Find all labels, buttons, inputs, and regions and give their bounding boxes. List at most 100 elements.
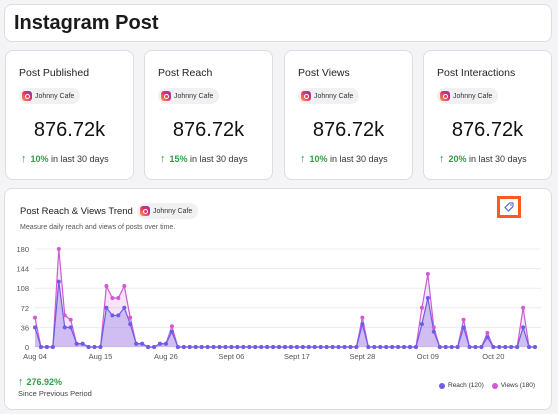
data-point-views	[461, 317, 466, 322]
account-name: Johnny Cafe	[153, 207, 193, 215]
data-point-reach	[306, 345, 311, 349]
card-post-interactions: Post Interactions Johnny Cafe 876.72k ↑ 2…	[423, 50, 552, 180]
data-point-reach	[479, 345, 484, 349]
metric-value: 876.72k	[451, 119, 524, 141]
account-chip[interactable]: Johnny Cafe	[298, 88, 360, 104]
account-chip[interactable]: Johnny Cafe	[137, 203, 199, 219]
data-point-reach	[461, 325, 466, 330]
legend-label-views: Views (180)	[500, 382, 535, 389]
data-point-reach	[235, 345, 240, 349]
tag-icon	[504, 202, 514, 212]
data-point-reach	[372, 345, 377, 349]
delta-suffix: in last 30 days	[190, 154, 248, 164]
data-point-reach	[431, 329, 436, 334]
legend-swatch-views	[491, 382, 498, 389]
data-point-reach	[265, 345, 270, 349]
delta-suffix: in last 30 days	[330, 154, 388, 164]
card-post-reach: Post Reach Johnny Cafe 876.72k ↑ 15% in l…	[144, 50, 273, 180]
account-name: Johnny Cafe	[174, 92, 214, 100]
data-point-views	[419, 305, 424, 310]
instagram-icon	[440, 91, 450, 101]
data-point-reach	[473, 345, 478, 349]
data-point-reach	[205, 345, 210, 349]
metric-delta: ↑ 20% in last 30 days	[439, 153, 527, 165]
data-point-reach	[104, 305, 109, 310]
legend-item-reach[interactable]: Reach (120)	[439, 382, 484, 389]
y-tick-label: 0	[25, 343, 29, 352]
data-point-reach	[74, 341, 79, 346]
data-point-views	[431, 325, 436, 330]
data-point-views	[104, 284, 109, 289]
data-point-reach	[360, 322, 365, 327]
data-point-reach	[146, 345, 151, 349]
data-point-reach	[348, 345, 353, 349]
account-chip[interactable]: Johnny Cafe	[19, 88, 81, 104]
growth-value: 276.92%	[26, 377, 63, 387]
data-point-reach	[509, 345, 514, 349]
trend-subtitle: Measure daily reach and views of posts o…	[20, 224, 176, 231]
delta-percent: 10%	[309, 154, 328, 164]
tag-button[interactable]	[497, 196, 521, 218]
account-chip[interactable]: Johnny Cafe	[437, 88, 499, 104]
data-point-views	[122, 284, 127, 289]
data-point-reach	[229, 345, 234, 349]
data-point-reach	[312, 345, 317, 349]
data-point-reach	[56, 279, 61, 284]
data-point-views	[56, 247, 61, 251]
data-point-reach	[288, 345, 293, 349]
data-point-reach	[527, 345, 532, 349]
delta-suffix: in last 30 days	[469, 154, 527, 164]
instagram-icon	[301, 91, 311, 101]
page-header: Instagram Post	[4, 4, 552, 42]
data-point-reach	[283, 345, 287, 349]
data-point-reach	[425, 296, 430, 300]
y-tick-label: 144	[16, 265, 29, 274]
account-chip[interactable]: Johnny Cafe	[158, 88, 220, 104]
metric-delta: ↑ 15% in last 30 days	[160, 153, 248, 165]
data-point-reach	[443, 345, 448, 349]
data-point-reach	[169, 329, 174, 334]
data-point-reach	[253, 345, 258, 349]
card-title: Post Interactions	[437, 67, 516, 79]
data-point-reach	[521, 325, 526, 330]
x-tick-label: Aug 04	[23, 352, 47, 361]
data-point-views	[485, 330, 490, 335]
data-point-views	[169, 324, 174, 329]
data-point-reach	[158, 341, 162, 346]
data-point-reach	[419, 322, 424, 327]
delta-percent: 10%	[30, 154, 49, 164]
data-point-reach	[175, 345, 180, 349]
metric-value: 876.72k	[312, 119, 385, 141]
data-point-reach	[68, 325, 73, 330]
data-point-reach	[187, 345, 192, 349]
data-point-reach	[50, 345, 55, 349]
data-point-reach	[271, 345, 276, 349]
data-point-reach	[116, 313, 121, 318]
data-point-reach	[98, 345, 103, 349]
legend-item-views[interactable]: Views (180)	[491, 382, 535, 389]
y-tick-label: 180	[16, 245, 29, 254]
x-tick-label: Oct 09	[417, 352, 439, 361]
growth-indicator: ↑ 276.92%	[18, 376, 62, 388]
data-point-reach	[324, 345, 329, 349]
card-title: Post Reach	[158, 67, 213, 79]
data-point-views	[425, 272, 430, 277]
data-point-views	[62, 313, 67, 318]
account-name: Johnny Cafe	[35, 92, 75, 100]
metric-delta: ↑ 10% in last 30 days	[300, 153, 388, 165]
data-point-reach	[181, 345, 186, 349]
data-point-views	[116, 296, 121, 300]
instagram-icon	[140, 206, 150, 216]
metric-value: 876.72k	[33, 119, 106, 141]
data-point-reach	[38, 345, 43, 349]
data-point-reach	[140, 341, 145, 346]
arrow-up-icon: ↑	[21, 153, 27, 165]
account-name: Johnny Cafe	[453, 92, 493, 100]
data-point-reach	[485, 335, 490, 340]
x-tick-label: Sept 17	[284, 352, 310, 361]
data-point-reach	[277, 345, 282, 349]
data-point-reach	[92, 345, 97, 349]
arrow-up-icon: ↑	[439, 153, 445, 165]
data-point-reach	[330, 345, 335, 349]
data-point-reach	[134, 341, 139, 346]
